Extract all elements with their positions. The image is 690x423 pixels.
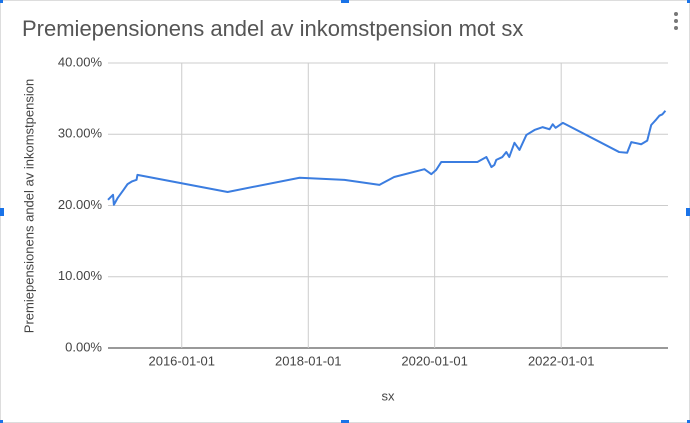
y-tick-label: 40.00% <box>58 54 103 69</box>
y-axis-label: Premiepensionens andel av inkomstpension <box>21 79 36 333</box>
y-tick-label: 20.00% <box>58 197 103 212</box>
x-tick-label: 2022-01-01 <box>528 353 595 368</box>
x-tick-label: 2020-01-01 <box>401 353 468 368</box>
x-tick-label: 2016-01-01 <box>148 353 215 368</box>
x-axis-label: sx <box>382 388 396 403</box>
y-tick-label: 10.00% <box>58 268 103 283</box>
data-line <box>107 110 667 206</box>
menu-button[interactable] <box>674 12 678 30</box>
y-tick-label: 30.00% <box>58 126 103 141</box>
chart-title: Premiepensionens andel av inkomstpension… <box>22 16 523 41</box>
y-tick-label: 0.00% <box>65 339 102 354</box>
x-tick-label: 2018-01-01 <box>275 353 342 368</box>
